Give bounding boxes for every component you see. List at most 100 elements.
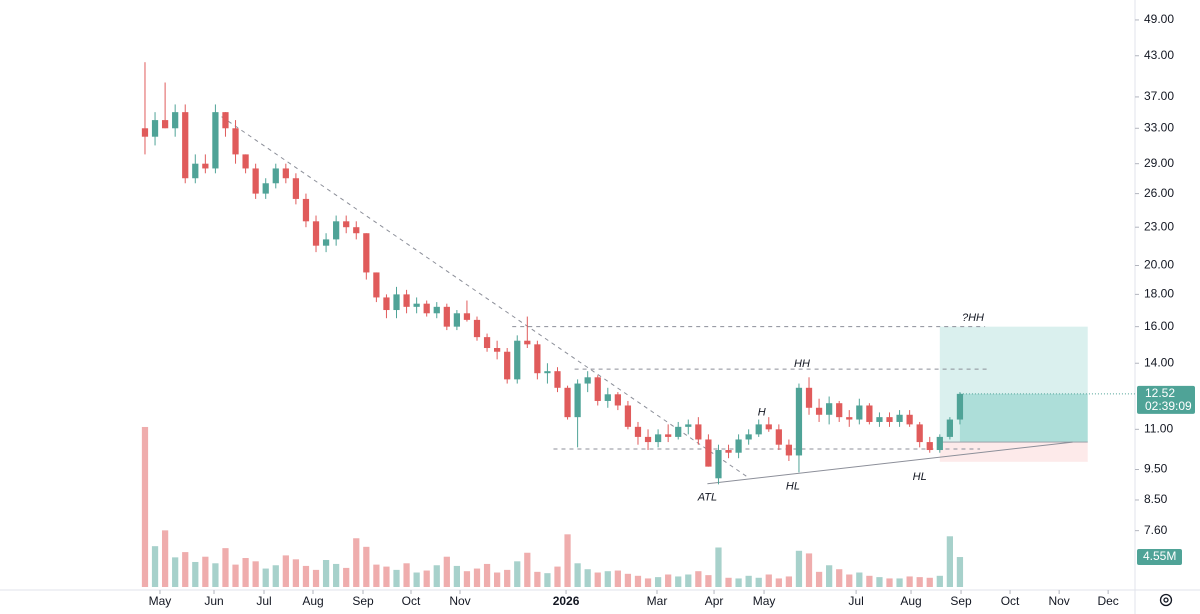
candle-body bbox=[654, 434, 662, 443]
volume-bar bbox=[232, 564, 239, 587]
candle-body bbox=[544, 371, 551, 374]
volume-bar bbox=[876, 577, 883, 587]
volume-bar bbox=[302, 565, 310, 587]
x-tick-label: May bbox=[753, 594, 776, 608]
volume-bar bbox=[473, 568, 481, 587]
drawn-line bbox=[707, 441, 1073, 485]
candle-body bbox=[141, 128, 149, 137]
candle-body bbox=[443, 306, 450, 327]
volume-bar bbox=[956, 557, 964, 587]
volume-bar bbox=[815, 571, 823, 587]
candle-body bbox=[815, 407, 823, 415]
volume-bar bbox=[182, 552, 189, 587]
y-tick-label: 29.00 bbox=[1144, 156, 1174, 170]
volume-bar bbox=[534, 571, 541, 587]
volume-bar bbox=[272, 565, 279, 587]
volume-bar bbox=[333, 563, 340, 587]
candle-body bbox=[695, 424, 702, 440]
candle-body bbox=[956, 393, 964, 420]
volume-bar bbox=[775, 578, 782, 587]
volume-bar bbox=[896, 578, 903, 587]
annotation: H bbox=[758, 406, 766, 418]
candle-body bbox=[262, 183, 269, 194]
volume-bar bbox=[343, 567, 350, 587]
x-tick-label: Mar bbox=[647, 594, 668, 608]
volume-bar bbox=[443, 556, 450, 587]
candle-body bbox=[473, 319, 481, 338]
y-tick-label: 9.50 bbox=[1144, 462, 1168, 476]
candle-body bbox=[182, 112, 189, 179]
candle-body bbox=[594, 377, 601, 401]
volume-bar bbox=[906, 576, 913, 587]
volume-bar bbox=[292, 559, 300, 587]
volume-bar bbox=[624, 573, 632, 587]
volume-bar bbox=[262, 568, 269, 587]
volume-bar bbox=[594, 572, 601, 587]
candle-body bbox=[805, 387, 813, 408]
volume-bar bbox=[745, 575, 752, 587]
volume-bar bbox=[463, 571, 471, 587]
candle-body bbox=[393, 294, 400, 311]
candle-body bbox=[604, 394, 611, 401]
volume-bar bbox=[916, 577, 923, 587]
x-tick-label: Sep bbox=[352, 594, 374, 608]
annotation: HH bbox=[794, 358, 810, 370]
y-tick-label: 37.00 bbox=[1144, 89, 1174, 103]
volume-bar bbox=[926, 577, 933, 587]
volume-bar bbox=[846, 574, 853, 587]
candle-body bbox=[685, 424, 692, 427]
candle-body bbox=[866, 405, 873, 422]
x-tick-label: Jul bbox=[848, 594, 863, 608]
volume-bar bbox=[322, 560, 330, 587]
annotation: ?HH bbox=[962, 312, 984, 324]
y-tick-label: 11.00 bbox=[1144, 421, 1173, 435]
candle-body bbox=[302, 198, 310, 222]
candle-body bbox=[745, 434, 752, 440]
candle-body bbox=[896, 414, 903, 422]
volume-bar bbox=[584, 569, 591, 587]
volume-bar bbox=[765, 574, 772, 587]
volume-bar bbox=[172, 557, 179, 587]
volume-bar bbox=[524, 552, 531, 587]
volume-bar bbox=[393, 569, 400, 587]
x-tick-label: Oct bbox=[402, 594, 421, 608]
candle-body bbox=[483, 337, 491, 349]
volume-bar bbox=[826, 565, 833, 587]
volume-bar bbox=[151, 546, 159, 587]
volume-bar bbox=[353, 538, 360, 587]
candle-body bbox=[413, 303, 420, 307]
candle-body bbox=[725, 450, 732, 453]
volume-bar bbox=[373, 564, 380, 587]
annotation: HL bbox=[786, 480, 800, 492]
candle-body bbox=[202, 163, 209, 169]
candle-body bbox=[524, 340, 531, 345]
volume-bar bbox=[141, 426, 149, 587]
candle-body bbox=[765, 424, 772, 430]
volume-bar bbox=[383, 566, 390, 587]
candle-body bbox=[785, 444, 793, 456]
candle-body bbox=[534, 344, 541, 374]
x-tick-label: 2026 bbox=[553, 594, 580, 608]
candle-body bbox=[463, 313, 471, 320]
candle-body bbox=[574, 383, 581, 418]
volume-bar bbox=[403, 563, 410, 587]
volume-bar bbox=[836, 569, 843, 587]
volume-bar bbox=[504, 569, 511, 587]
volume-bar bbox=[202, 556, 209, 587]
candle-body bbox=[282, 168, 289, 179]
candle-body bbox=[433, 306, 440, 314]
last-price-label: 12.52 bbox=[1145, 386, 1175, 400]
volume-bar bbox=[755, 577, 762, 587]
annotation: HL bbox=[913, 471, 927, 483]
volume-bar bbox=[242, 558, 249, 587]
candle-body bbox=[312, 221, 320, 246]
candle-body bbox=[836, 403, 843, 418]
volume-bar bbox=[886, 578, 893, 587]
settings-icon[interactable] bbox=[1159, 593, 1173, 607]
volume-bar bbox=[735, 578, 742, 587]
y-tick-label: 49.00 bbox=[1144, 12, 1174, 26]
candle-body bbox=[151, 120, 159, 137]
candle-body bbox=[192, 163, 199, 179]
